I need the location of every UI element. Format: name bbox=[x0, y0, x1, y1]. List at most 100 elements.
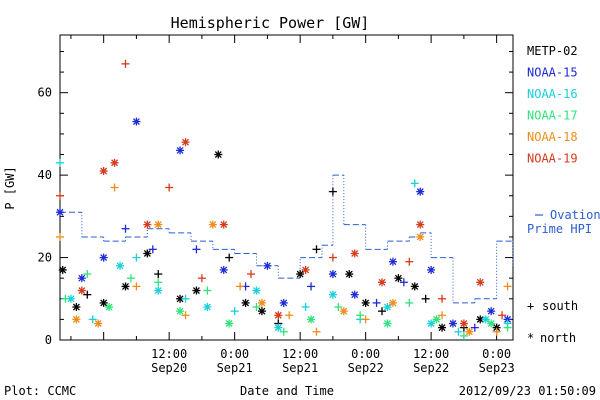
data-point-south bbox=[454, 327, 463, 336]
data-point-north bbox=[99, 253, 108, 262]
data-point-north bbox=[427, 265, 436, 274]
data-point-north bbox=[181, 138, 190, 147]
ovation-legend-label-2: Prime HPI bbox=[527, 222, 592, 236]
data-point-south bbox=[285, 311, 294, 320]
data-point-north bbox=[94, 319, 103, 328]
data-point-north bbox=[121, 282, 130, 291]
data-point-north bbox=[438, 323, 447, 332]
data-point-north bbox=[345, 270, 354, 279]
data-point-north bbox=[72, 315, 81, 324]
data-point-north bbox=[77, 274, 86, 283]
chart-title: Hemispheric Power [GW] bbox=[171, 14, 370, 32]
data-point-south bbox=[56, 158, 64, 167]
data-point-north bbox=[388, 298, 397, 307]
data-point-south bbox=[181, 311, 190, 320]
y-tick-label: 20 bbox=[38, 251, 52, 265]
x-tick-label-time: 0:00 bbox=[482, 347, 511, 361]
legend-entry: METP-02 bbox=[527, 44, 578, 58]
data-point-north bbox=[99, 167, 108, 176]
north-symbol-icon: * bbox=[527, 331, 534, 345]
data-point-south bbox=[121, 224, 130, 233]
symbol-key: + south * north bbox=[527, 299, 578, 345]
data-point-north bbox=[476, 278, 485, 287]
data-point-north bbox=[328, 270, 337, 279]
y-axis: 0 20 40 60 bbox=[38, 50, 513, 347]
data-point-south bbox=[498, 311, 507, 320]
data-point-north bbox=[274, 311, 283, 320]
data-point-north bbox=[58, 265, 67, 274]
data-point-south bbox=[61, 294, 70, 303]
data-point-north bbox=[219, 220, 228, 229]
data-point-south bbox=[328, 253, 337, 262]
x-tick-label-time: 12:00 bbox=[413, 347, 449, 361]
data-point-north bbox=[192, 286, 201, 295]
data-point-south bbox=[334, 303, 343, 312]
data-point-north bbox=[339, 307, 348, 316]
data-point-north bbox=[296, 270, 305, 279]
footer-plot-credit: Plot: CCMC bbox=[4, 384, 76, 398]
data-point-south bbox=[83, 290, 92, 299]
data-point-south bbox=[203, 286, 212, 295]
data-point-south bbox=[165, 183, 174, 192]
data-point-north bbox=[143, 220, 152, 229]
data-point-south bbox=[438, 311, 447, 320]
data-point-south bbox=[56, 191, 64, 200]
data-point-north bbox=[176, 307, 185, 316]
data-point-south bbox=[197, 274, 206, 283]
data-point-south bbox=[126, 274, 135, 283]
data-point-north bbox=[307, 315, 316, 324]
data-point-south bbox=[438, 294, 447, 303]
data-point-north bbox=[481, 315, 490, 324]
data-point-south bbox=[361, 315, 370, 324]
data-point-north bbox=[77, 286, 86, 295]
legend-entry: NOAA-19 bbox=[527, 152, 578, 166]
data-point-south bbox=[492, 327, 501, 336]
data-point-north bbox=[257, 307, 266, 316]
data-point-north bbox=[328, 290, 337, 299]
legend-entry: NOAA-18 bbox=[527, 130, 578, 144]
data-point-north bbox=[257, 298, 266, 307]
x-tick-label-date: Sep23 bbox=[479, 361, 515, 375]
x-axis-label: Date and Time bbox=[240, 384, 334, 398]
y-tick-label: 0 bbox=[45, 333, 52, 347]
x-tick-label-time: 12:00 bbox=[282, 347, 318, 361]
data-point-north bbox=[383, 319, 392, 328]
data-point-north bbox=[416, 187, 425, 196]
data-point-south bbox=[405, 298, 414, 307]
data-point-north bbox=[487, 319, 496, 328]
x-tick-label-time: 12:00 bbox=[151, 347, 187, 361]
data-point-south bbox=[154, 270, 163, 279]
data-point-south bbox=[372, 298, 381, 307]
data-point-north bbox=[176, 294, 185, 303]
data-point-north bbox=[66, 294, 75, 303]
data-point-south bbox=[328, 187, 337, 196]
ovation-legend: Ovation Prime HPI bbox=[527, 208, 600, 236]
data-point-south bbox=[132, 253, 141, 262]
x-tick-label-date: Sep21 bbox=[282, 361, 318, 375]
ovation-legend-label-1: Ovation bbox=[550, 208, 600, 222]
data-point-south bbox=[459, 331, 468, 340]
data-point-south bbox=[192, 245, 201, 254]
data-point-south bbox=[399, 278, 408, 287]
x-tick-label-date: Sep22 bbox=[413, 361, 449, 375]
data-point-south bbox=[356, 311, 365, 320]
data-point-north bbox=[416, 232, 425, 241]
data-point-north bbox=[301, 265, 310, 274]
x-tick-label-date: Sep21 bbox=[217, 361, 253, 375]
data-point-south bbox=[132, 282, 141, 291]
x-tick-label-date: Sep20 bbox=[151, 361, 187, 375]
data-point-north bbox=[378, 278, 387, 287]
legend-entry: NOAA-15 bbox=[527, 66, 578, 80]
data-point-north bbox=[503, 315, 512, 324]
data-point-north bbox=[279, 298, 288, 307]
data-point-south bbox=[83, 270, 92, 279]
data-point-south bbox=[503, 282, 512, 291]
data-point-south bbox=[247, 270, 256, 279]
data-point-south bbox=[503, 323, 512, 332]
data-point-north bbox=[72, 303, 81, 312]
data-point-north bbox=[350, 249, 359, 258]
data-point-south bbox=[154, 278, 163, 287]
data-point-north bbox=[110, 158, 119, 167]
data-point-south bbox=[230, 307, 239, 316]
